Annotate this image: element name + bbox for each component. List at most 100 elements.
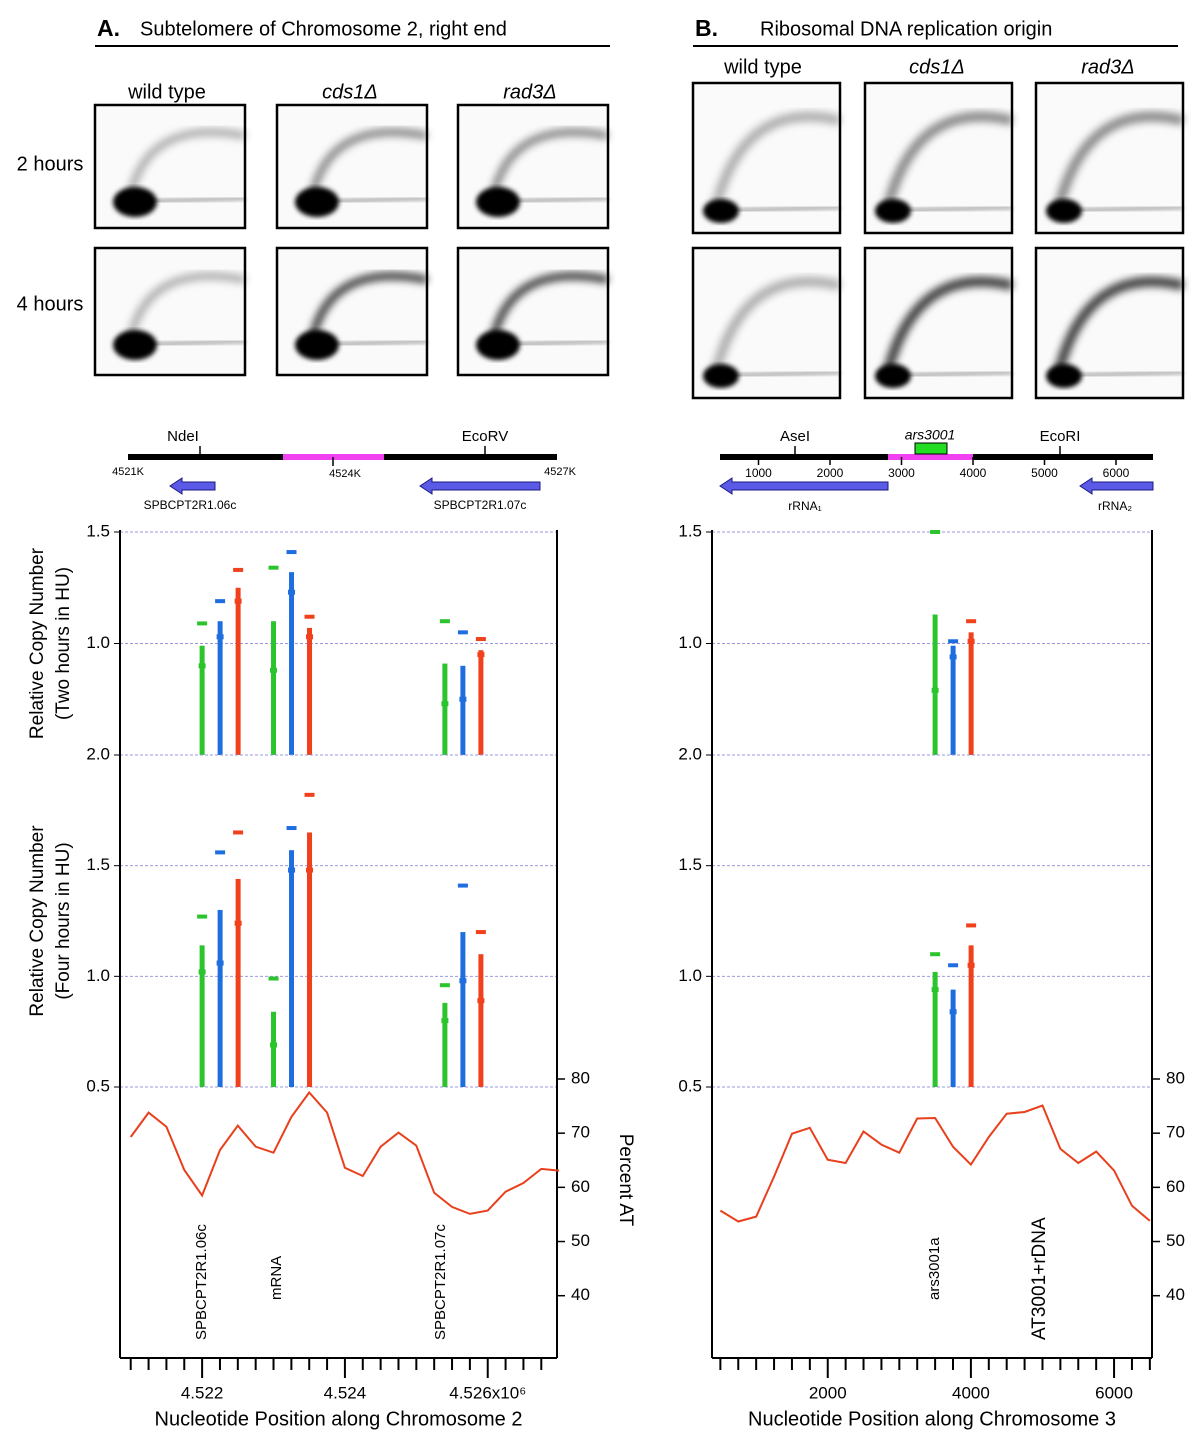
- y-tick-label: 2.0: [678, 744, 702, 763]
- range-bar: [968, 945, 974, 1087]
- max-marker: [948, 963, 959, 968]
- gel-arc: [308, 272, 428, 341]
- column-header: cds1Δ: [909, 56, 965, 78]
- gel-background: [458, 248, 608, 375]
- gel-arc: [1054, 276, 1185, 373]
- max-marker: [948, 639, 959, 644]
- gel-spot: [476, 330, 520, 360]
- gel-arc: [883, 111, 1014, 208]
- at-line: [719, 1104, 1151, 1223]
- column-header: wild type: [127, 81, 206, 103]
- gel-frame: [93, 103, 247, 230]
- y2-tick-label: 40: [571, 1285, 590, 1304]
- x-tick-label: 6000: [1095, 1383, 1133, 1402]
- max-marker: [215, 599, 226, 604]
- gel-streak: [720, 205, 841, 213]
- mean-marker: [949, 654, 957, 660]
- max-marker: [233, 567, 244, 572]
- gel-streak: [892, 370, 1013, 378]
- gel-spot: [113, 330, 157, 360]
- range-bar: [289, 850, 295, 1087]
- gel-image: [275, 103, 429, 230]
- y-tick-label: 1.0: [678, 633, 702, 652]
- x-tick-label: 4.524: [324, 1383, 367, 1402]
- y2-tick-label: 50: [1166, 1231, 1185, 1250]
- y2-tick-label: 60: [571, 1177, 590, 1196]
- mean-marker: [477, 998, 485, 1004]
- map-tick-label: 5000: [1031, 466, 1058, 480]
- map-tick-label: 3000: [888, 466, 915, 480]
- mean-marker: [288, 867, 296, 873]
- x-axis-label: Nucleotide Position along Chromosome 2: [155, 1408, 523, 1430]
- row-header: 2 hours: [17, 153, 84, 175]
- max-marker: [930, 952, 941, 957]
- gel-streak: [720, 370, 841, 378]
- max-marker: [966, 923, 977, 928]
- site-label: EcoRI: [1040, 428, 1081, 445]
- gel-arc: [711, 111, 842, 208]
- gel-spot: [113, 187, 157, 217]
- panel-label: A.: [97, 15, 120, 41]
- y-tick-label: 0.5: [86, 1076, 110, 1095]
- panel-label: B.: [695, 15, 718, 41]
- range-bar: [289, 572, 295, 755]
- gel-image: [93, 103, 247, 230]
- range-bar: [271, 1011, 277, 1087]
- max-marker: [197, 621, 208, 626]
- y-tick-label: 1.0: [678, 966, 702, 985]
- gel-spot: [875, 199, 911, 223]
- range-bar: [968, 632, 974, 755]
- max-marker: [930, 530, 941, 534]
- column-header: rad3Δ: [1081, 56, 1134, 78]
- mean-marker: [949, 1009, 957, 1015]
- annotation: ars3001a: [926, 1237, 943, 1300]
- gene-arrow: [719, 477, 889, 495]
- x-axis-label: Nucleotide Position along Chromosome 3: [748, 1408, 1116, 1430]
- gel-frame: [456, 103, 610, 230]
- gel-spot: [295, 187, 339, 217]
- panel-title: Subtelomere of Chromosome 2, right end: [140, 18, 507, 40]
- range-bar: [442, 1002, 448, 1087]
- range-bar: [478, 954, 484, 1087]
- gel-frame: [1034, 246, 1185, 400]
- mean-marker: [931, 687, 939, 693]
- site-label: NdeI: [167, 428, 199, 445]
- gel-image: [863, 246, 1014, 400]
- range-bar: [478, 650, 484, 755]
- range-bar: [950, 645, 956, 755]
- mean-marker: [270, 667, 278, 673]
- range-bar: [932, 971, 938, 1087]
- map-coordinate: 4524K: [329, 468, 361, 480]
- mean-marker: [306, 867, 314, 873]
- y-tick-label: 1.5: [86, 521, 110, 540]
- gel-frame: [863, 81, 1014, 235]
- gel-image: [275, 246, 429, 377]
- y-tick-label: 1.5: [678, 855, 702, 874]
- gene-arrow: [1079, 477, 1154, 495]
- range-bar: [950, 989, 956, 1087]
- x-tick-label: 4000: [952, 1383, 990, 1402]
- gel-image: [93, 246, 247, 377]
- y-tick-label: 1.5: [86, 855, 110, 874]
- mean-marker: [270, 1042, 278, 1048]
- max-marker: [215, 850, 226, 855]
- max-marker: [268, 976, 279, 981]
- gel-frame: [691, 246, 842, 400]
- max-marker: [286, 550, 297, 555]
- origin-label: ars3001: [905, 427, 956, 443]
- mean-marker: [234, 598, 242, 604]
- y-tick-label: 0.5: [678, 1076, 702, 1095]
- range-bar: [932, 614, 938, 755]
- max-marker: [304, 614, 315, 619]
- gel-image: [863, 81, 1014, 235]
- gel-arc: [489, 128, 609, 198]
- y-axis-label: (Four hours in HU): [53, 842, 74, 999]
- x-tick-label: 4.522: [181, 1383, 224, 1402]
- mean-marker: [198, 969, 206, 975]
- gel-streak: [892, 205, 1013, 213]
- gel-frame: [93, 246, 247, 377]
- gel-arc: [126, 128, 246, 198]
- max-marker: [268, 565, 279, 570]
